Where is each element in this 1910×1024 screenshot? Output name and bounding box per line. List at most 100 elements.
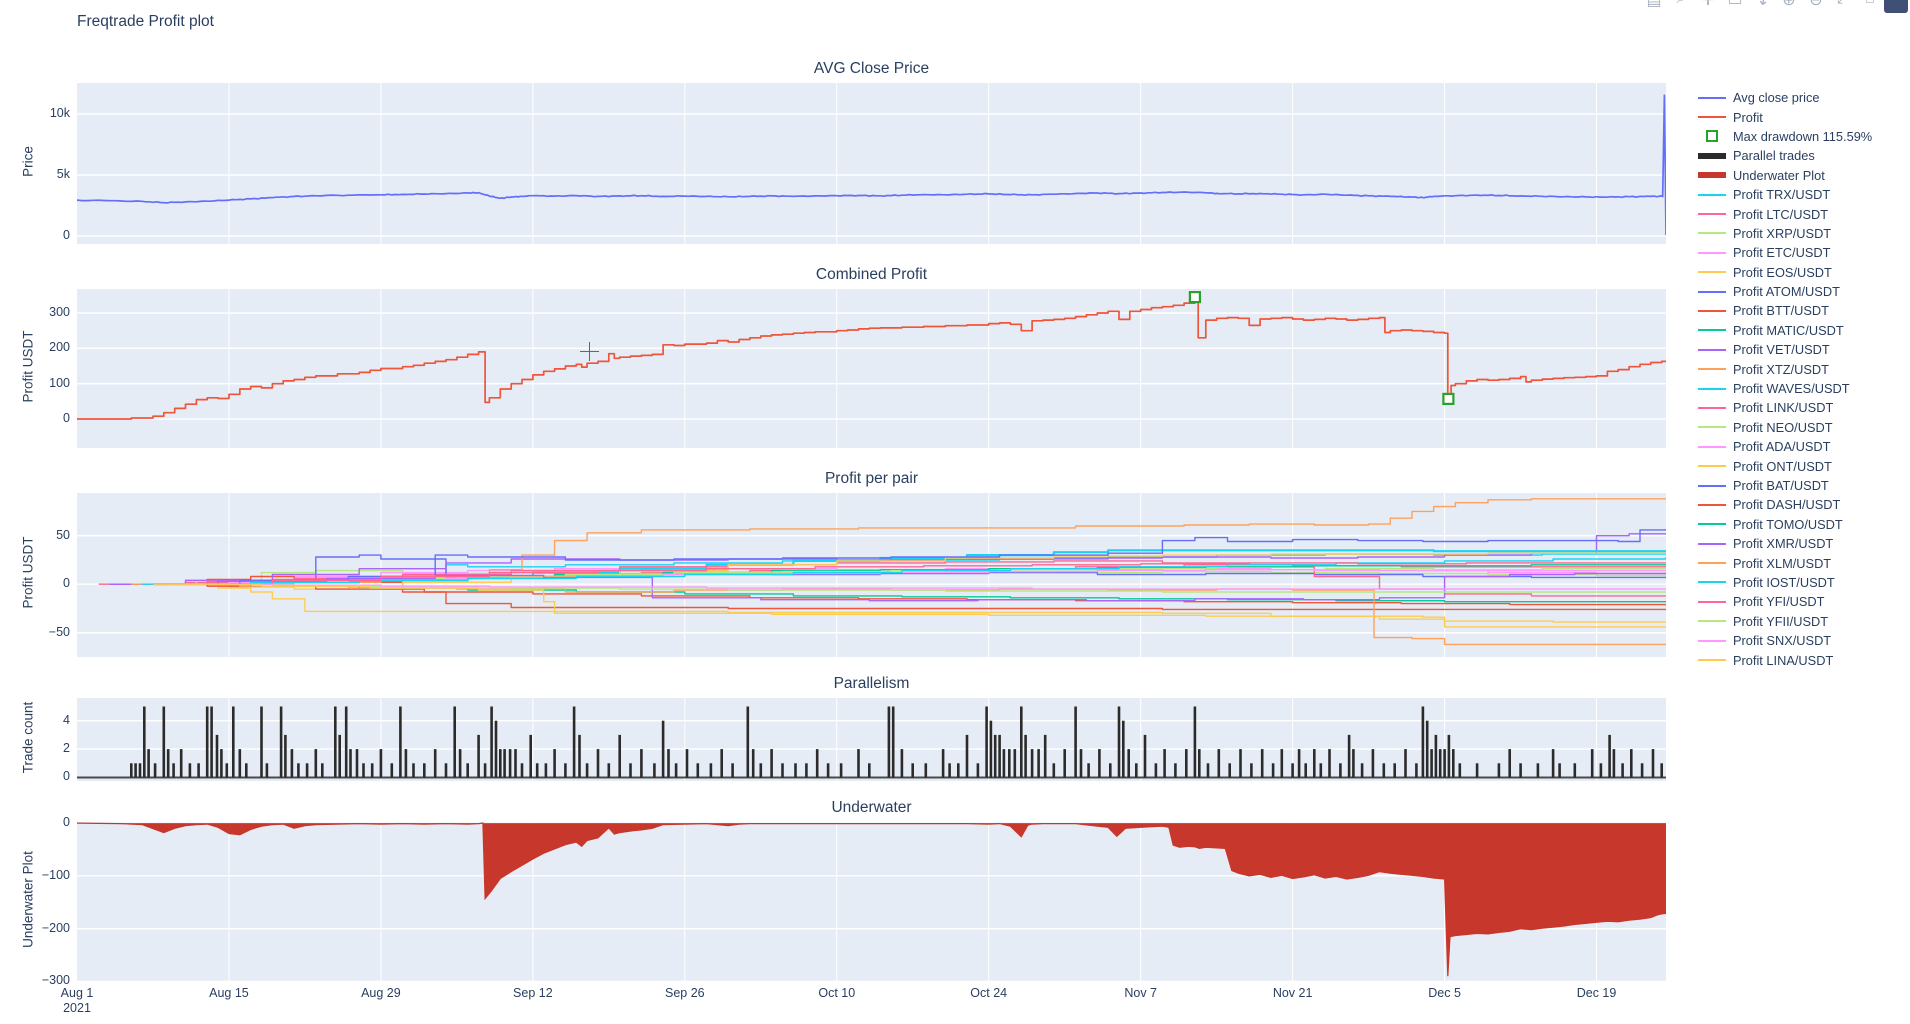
subplot-underwater[interactable] [77,822,1666,982]
legend-line-swatch [1697,426,1727,429]
legend-label: Profit XMR/USDT [1733,536,1834,552]
x-tick-label: Nov 7 [1124,986,1157,1000]
zoom-icon[interactable]: ⌕ [1671,0,1691,12]
legend-label: Profit LTC/USDT [1733,206,1829,222]
legend-item-underwater-plot[interactable]: Underwater Plot [1697,166,1872,185]
camera-icon[interactable]: ▤ [1646,0,1662,9]
x-tick-label: Sep 26 [665,986,705,1000]
zoom-out-icon[interactable]: ⊖ [1809,0,1823,9]
legend-item-parallel-trades[interactable]: Parallel trades [1697,146,1872,165]
legend-item-max-drawdown-115-59-[interactable]: Max drawdown 115.59% [1697,127,1872,146]
legend-item-profit-dash-usdt[interactable]: Profit DASH/USDT [1697,495,1872,514]
x-tick-label: Sep 12 [513,986,553,1000]
x-tick-label: Aug 29 [361,986,401,1000]
legend-item-profit-ltc-usdt[interactable]: Profit LTC/USDT [1697,204,1872,223]
autoscale-icon[interactable]: ⤢ [1833,0,1853,12]
pan-icon[interactable]: ✛ [1701,0,1715,9]
lasso-icon[interactable]: ↯ [1755,0,1769,9]
legend-line-swatch [1697,600,1727,603]
legend-item-profit-btt-usdt[interactable]: Profit BTT/USDT [1697,301,1872,320]
y-tick-label: −50 [48,624,70,639]
legend-line-swatch [1697,387,1727,390]
legend-item-profit-etc-usdt[interactable]: Profit ETC/USDT [1697,243,1872,262]
reset-axes-icon[interactable]: ⌂ [1860,0,1880,12]
legend-line-swatch [1697,542,1727,545]
legend-item-profit-vet-usdt[interactable]: Profit VET/USDT [1697,340,1872,359]
legend-label: Profit LINK/USDT [1733,400,1834,416]
legend-item-profit[interactable]: Profit [1697,107,1872,126]
legend-item-profit-waves-usdt[interactable]: Profit WAVES/USDT [1697,379,1872,398]
y-tick-label: −300 [41,973,70,988]
legend-item-profit-eos-usdt[interactable]: Profit EOS/USDT [1697,263,1872,282]
subplot-title-parallel: Parallelism [833,675,910,692]
subplot-title-price: AVG Close Price [813,60,930,77]
legend-item-profit-yfi-usdt[interactable]: Profit YFI/USDT [1697,592,1872,611]
legend-item-profit-yfii-usdt[interactable]: Profit YFII/USDT [1697,612,1872,631]
legend-item-profit-trx-usdt[interactable]: Profit TRX/USDT [1697,185,1872,204]
legend-label: Profit EOS/USDT [1733,264,1832,280]
legend-label: Profit IOST/USDT [1733,574,1835,590]
y-tick-label: 2 [63,741,70,756]
legend-line-swatch [1697,368,1727,371]
legend-label: Profit ATOM/USDT [1733,284,1840,300]
legend-item-profit-tomo-usdt[interactable]: Profit TOMO/USDT [1697,515,1872,534]
legend-label: Profit VET/USDT [1733,342,1830,358]
legend-item-profit-ada-usdt[interactable]: Profit ADA/USDT [1697,437,1872,456]
zoom-in-icon[interactable]: ⊕ [1782,0,1796,9]
y-tick-label: 0 [63,576,70,591]
legend-item-profit-iost-usdt[interactable]: Profit IOST/USDT [1697,573,1872,592]
legend-label: Profit YFI/USDT [1733,594,1825,610]
x-tick-label: Oct 10 [818,986,856,1000]
x-tick-label: Aug 1 2021 [60,986,94,1015]
y-tick-label: 300 [49,305,70,320]
legend-line-swatch [1697,232,1727,235]
subplot-title-pairs: Profit per pair [824,470,919,487]
legend-line-swatch [1697,329,1727,332]
legend-label: Underwater Plot [1733,167,1825,183]
y-tick-label: 100 [49,375,70,390]
legend-line-swatch [1697,581,1727,584]
legend-item-profit-xlm-usdt[interactable]: Profit XLM/USDT [1697,553,1872,572]
y-tick-label: 50 [56,527,70,542]
legend-line-swatch [1697,484,1727,487]
y-tick-label: 4 [63,712,70,727]
plotly-logo[interactable] [1884,0,1908,13]
legend-item-profit-matic-usdt[interactable]: Profit MATIC/USDT [1697,321,1872,340]
drawdown-square-icon [1697,130,1727,143]
legend-line-swatch [1697,193,1727,196]
legend-item-profit-bat-usdt[interactable]: Profit BAT/USDT [1697,476,1872,495]
legend-item-profit-link-usdt[interactable]: Profit LINK/USDT [1697,398,1872,417]
legend-label: Profit MATIC/USDT [1733,322,1844,338]
legend-item-avg-close-price[interactable]: Avg close price [1697,88,1872,107]
x-tick-label: Nov 21 [1272,986,1313,1000]
legend-line-swatch [1697,659,1727,662]
legend-line-swatch [1697,639,1727,642]
legend-item-profit-snx-usdt[interactable]: Profit SNX/USDT [1697,631,1872,650]
legend-item-profit-neo-usdt[interactable]: Profit NEO/USDT [1697,418,1872,437]
subplot-combined-profit[interactable] [77,289,1666,448]
x-tick-label: Aug 15 [209,986,249,1000]
legend-label: Profit LINA/USDT [1733,652,1834,668]
subplot-profit-per-pair[interactable] [77,493,1666,657]
legend-line-swatch [1697,445,1727,448]
y-axis-title-combined: Profit USDT [20,330,36,403]
legend-item-profit-xtz-usdt[interactable]: Profit XTZ/USDT [1697,359,1872,378]
box-select-icon[interactable]: ▭ [1727,0,1743,9]
subplot-parallelism[interactable] [77,698,1666,781]
subplot-title-combined: Combined Profit [815,266,928,283]
y-tick-label: 0 [63,411,70,426]
legend-item-profit-atom-usdt[interactable]: Profit ATOM/USDT [1697,282,1872,301]
y-tick-label: 5k [56,167,70,182]
legend-label: Profit NEO/USDT [1733,419,1833,435]
legend-line-swatch [1697,465,1727,468]
subplot-avg-close-price[interactable] [77,83,1666,244]
legend-line-swatch [1697,620,1727,623]
y-axis-title-underwater: Underwater Plot [20,851,36,948]
legend-line-swatch [1697,213,1727,216]
legend-item-profit-ont-usdt[interactable]: Profit ONT/USDT [1697,456,1872,475]
legend-item-profit-xmr-usdt[interactable]: Profit XMR/USDT [1697,534,1872,553]
legend-label: Profit [1733,109,1763,125]
legend-item-profit-lina-usdt[interactable]: Profit LINA/USDT [1697,650,1872,669]
legend-item-profit-xrp-usdt[interactable]: Profit XRP/USDT [1697,224,1872,243]
